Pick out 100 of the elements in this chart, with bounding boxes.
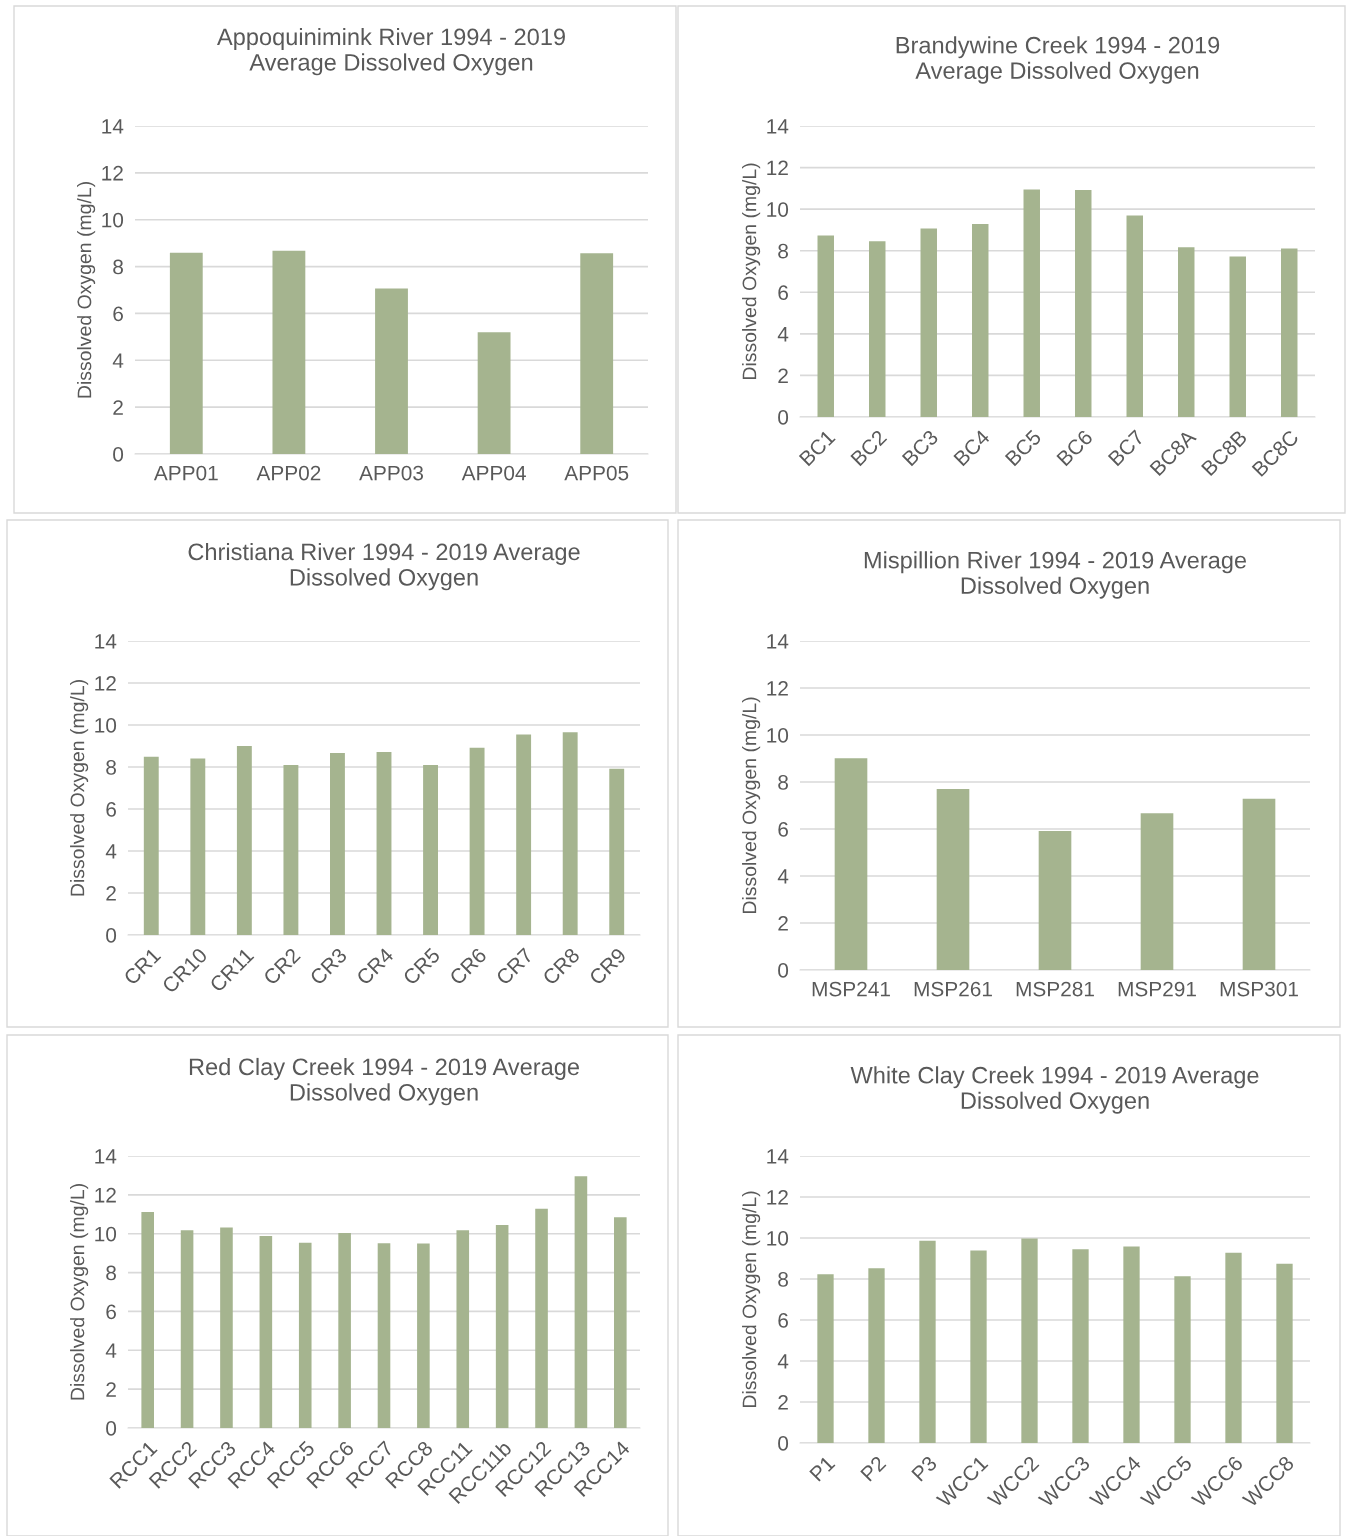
bar <box>259 1236 273 1428</box>
y-tick-label: 2 <box>113 400 123 415</box>
bar <box>972 223 989 417</box>
bar <box>298 1242 312 1428</box>
y-tick-label: 8 <box>778 243 788 259</box>
bar <box>1038 830 1072 970</box>
bar <box>516 734 532 935</box>
x-tick-label: CR3 <box>309 947 348 986</box>
bar <box>574 1176 588 1428</box>
y-tick-label: 12 <box>95 676 116 691</box>
bar <box>869 241 886 417</box>
y-tick-label: 4 <box>777 327 789 342</box>
bar <box>562 732 578 935</box>
bar <box>614 1217 627 1428</box>
y-tick-label: 2 <box>778 368 788 383</box>
bar <box>1075 190 1092 417</box>
y-tick-label: 14 <box>767 1149 789 1164</box>
y-tick-label: 6 <box>778 285 788 301</box>
bar <box>1178 247 1195 417</box>
y-tick-label: 12 <box>767 160 788 176</box>
chart-title: Christiana River 1994 - 2019 Average Dissolved Oxygen <box>188 542 580 591</box>
y-tick-label: 14 <box>767 634 789 649</box>
chart-title: White Clay Creek 1994 - 2019 Average Dissolved Oxygen <box>850 1066 1259 1114</box>
x-tick-label: MSP241 <box>812 981 890 997</box>
y-tick-label: 6 <box>106 1304 116 1320</box>
y-tick-label: 4 <box>777 869 789 884</box>
bar <box>377 1243 391 1428</box>
y-tick-label: 6 <box>106 802 116 817</box>
y-tick-label: 8 <box>778 775 788 790</box>
bar <box>417 1243 430 1428</box>
bar <box>220 1227 233 1428</box>
bar <box>190 758 206 935</box>
y-tick-label: 0 <box>113 447 124 462</box>
x-tick-label: APP02 <box>256 465 321 481</box>
x-tick-label: P2 <box>860 1455 887 1482</box>
y-tick-label: 0 <box>778 1436 789 1451</box>
bar <box>609 768 625 935</box>
chart-title: Appoquinimink River 1994 - 2019 Average Dissolved Oxygen <box>217 27 565 76</box>
y-tick-label: 0 <box>106 1421 117 1436</box>
y-axis-title: Dissolved Oxygen (mg/L) <box>77 182 96 398</box>
bar <box>469 747 485 935</box>
y-tick-label: 8 <box>113 259 123 275</box>
y-tick-label: 4 <box>777 1354 789 1369</box>
bar <box>580 253 614 454</box>
x-tick-label: BC2 <box>850 429 888 467</box>
x-tick-label: BC6 <box>1056 429 1094 467</box>
y-tick-label: 12 <box>95 1187 116 1203</box>
bar <box>236 746 252 935</box>
x-tick-label: MSP261 <box>914 981 992 997</box>
y-axis-title: Dissolved Oxygen (mg/L) <box>70 680 89 896</box>
x-tick-label: MSP301 <box>1220 981 1298 997</box>
bar <box>1229 256 1246 417</box>
x-tick-label: APP01 <box>153 465 218 481</box>
y-tick-label: 14 <box>767 119 789 134</box>
x-tick-label: CR6 <box>448 947 488 986</box>
bar <box>330 752 345 935</box>
y-tick-label: 14 <box>95 634 117 649</box>
bar <box>423 765 438 935</box>
x-tick-label: APP03 <box>359 465 424 481</box>
bar <box>1281 248 1298 417</box>
bar <box>1140 813 1174 970</box>
chart-title: Mispillion River 1994 - 2019 Average Dissolved Oxygen <box>864 551 1247 599</box>
y-tick-label: 14 <box>102 119 124 134</box>
bar <box>834 758 868 970</box>
y-tick-label: 10 <box>95 1226 117 1242</box>
y-tick-label: 0 <box>778 963 789 978</box>
y-tick-label: 2 <box>106 1382 116 1397</box>
chart-title: Brandywine Creek 1994 - 2019 Average Dissolved Oxygen <box>896 36 1220 84</box>
bar <box>141 1211 154 1428</box>
y-tick-label: 4 <box>112 353 124 368</box>
bar <box>1023 189 1040 417</box>
y-tick-label: 8 <box>106 760 116 775</box>
y-tick-label: 10 <box>95 718 117 733</box>
bar <box>1126 215 1143 417</box>
y-tick-label: 14 <box>95 1149 117 1164</box>
y-tick-label: 8 <box>106 1265 116 1281</box>
y-tick-label: 10 <box>767 202 789 217</box>
y-tick-label: 12 <box>767 1190 788 1205</box>
y-tick-label: 2 <box>106 886 116 901</box>
y-tick-label: 0 <box>778 410 789 425</box>
y-tick-label: 6 <box>778 822 788 837</box>
bar <box>375 288 408 454</box>
y-tick-label: 10 <box>102 212 124 228</box>
x-tick-label: CR9 <box>588 947 627 986</box>
bar <box>1242 798 1276 970</box>
y-tick-label: 6 <box>778 1313 788 1328</box>
bar <box>272 250 306 454</box>
x-tick-label: CR2 <box>262 947 301 986</box>
bar <box>920 228 937 417</box>
bar <box>817 235 834 417</box>
y-tick-label: 12 <box>767 681 788 696</box>
x-tick-label: P1 <box>809 1455 836 1482</box>
y-tick-label: 4 <box>105 1343 117 1358</box>
x-tick-label: APP04 <box>461 465 526 481</box>
y-axis-title: Dissolved Oxygen (mg/L) <box>70 1184 89 1400</box>
bar <box>535 1208 548 1428</box>
bar <box>376 751 392 935</box>
x-tick-label: APP05 <box>564 465 629 481</box>
bar <box>456 1230 470 1428</box>
y-axis-title: Dissolved Oxygen (mg/L) <box>742 163 761 380</box>
